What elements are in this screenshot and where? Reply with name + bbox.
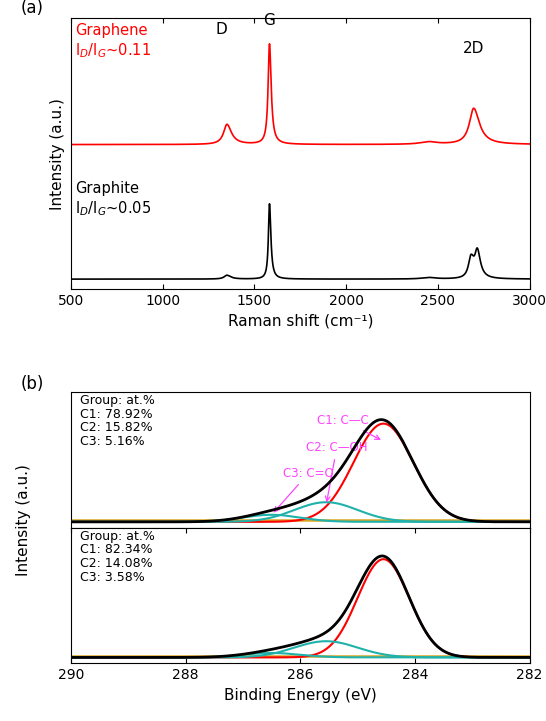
- Text: 2D: 2D: [463, 41, 484, 56]
- Text: D: D: [216, 22, 227, 37]
- Text: I$_D$/I$_G$~0.11: I$_D$/I$_G$~0.11: [75, 41, 151, 60]
- Text: Intensity (a.u.): Intensity (a.u.): [16, 464, 31, 577]
- Text: I$_D$/I$_G$~0.05: I$_D$/I$_G$~0.05: [75, 199, 151, 218]
- Text: C2: 14.08%: C2: 14.08%: [80, 557, 152, 570]
- Y-axis label: Intensity (a.u.): Intensity (a.u.): [50, 97, 66, 210]
- Text: (b): (b): [21, 376, 44, 394]
- Text: C3: C=O: C3: C=O: [275, 466, 334, 512]
- Text: Graphene: Graphene: [75, 23, 147, 38]
- Text: C1: 82.34%: C1: 82.34%: [80, 544, 152, 557]
- Text: C3: 3.58%: C3: 3.58%: [80, 571, 144, 584]
- Text: C3: 5.16%: C3: 5.16%: [80, 435, 144, 448]
- Text: C1: 78.92%: C1: 78.92%: [80, 408, 152, 421]
- Text: (a): (a): [21, 0, 44, 17]
- Text: C2: C—OH: C2: C—OH: [306, 441, 367, 501]
- Text: C1: C—C: C1: C—C: [318, 414, 379, 439]
- X-axis label: Binding Energy (eV): Binding Energy (eV): [224, 688, 377, 703]
- Text: C2: 15.82%: C2: 15.82%: [80, 422, 152, 435]
- Text: Group: at.%: Group: at.%: [80, 529, 155, 542]
- X-axis label: Raman shift (cm⁻¹): Raman shift (cm⁻¹): [228, 314, 373, 329]
- Text: Group: at.%: Group: at.%: [80, 394, 155, 407]
- Text: Graphite: Graphite: [75, 181, 139, 196]
- Text: G: G: [264, 13, 275, 28]
